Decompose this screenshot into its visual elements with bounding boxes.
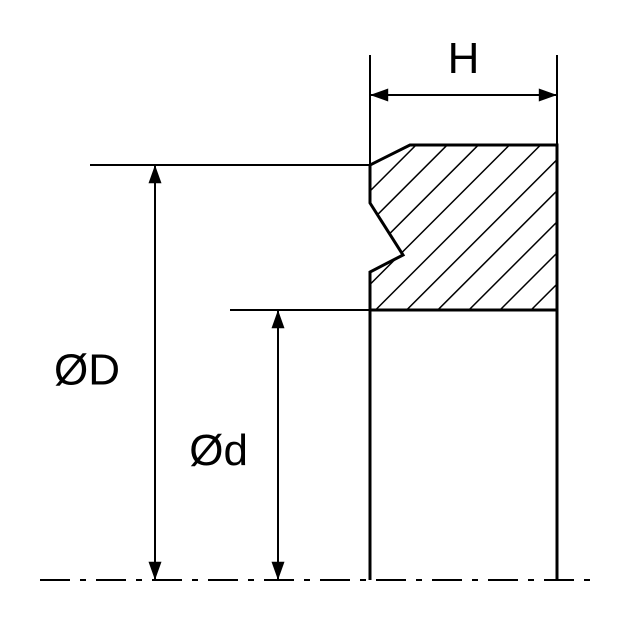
label-D: ØD (54, 346, 120, 395)
label-H: H (448, 34, 480, 83)
label-d: Ød (189, 426, 248, 475)
